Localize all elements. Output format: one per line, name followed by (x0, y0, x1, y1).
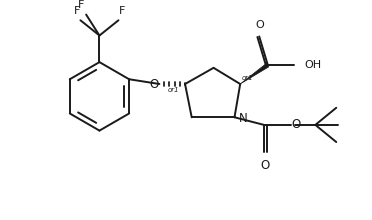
Polygon shape (240, 63, 269, 84)
Text: F: F (119, 6, 125, 16)
Text: F: F (78, 0, 84, 10)
Text: O: O (149, 77, 158, 90)
Text: O: O (260, 159, 270, 172)
Text: O: O (256, 20, 264, 30)
Text: O: O (292, 118, 301, 131)
Text: OH: OH (304, 60, 321, 70)
Text: F: F (73, 6, 80, 16)
Text: N: N (239, 112, 248, 125)
Text: or1: or1 (242, 75, 254, 81)
Text: or1: or1 (168, 87, 180, 93)
